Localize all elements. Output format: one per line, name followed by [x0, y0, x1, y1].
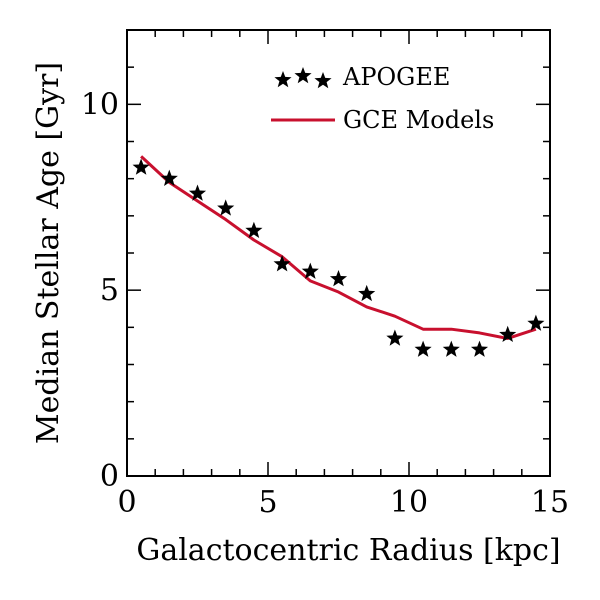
legend-star-icon: [294, 67, 312, 84]
y-tick-label: 0: [100, 459, 119, 494]
legend-label-gce-models: GCE Models: [343, 106, 494, 134]
legend: APOGEE GCE Models: [271, 63, 494, 134]
apogee-star-point: [160, 169, 178, 186]
apogee-star-point: [442, 340, 460, 357]
apogee-star-point: [527, 314, 545, 331]
apogee-star-point: [358, 284, 376, 302]
y-tick-label: 5: [100, 273, 119, 308]
apogee-star-point: [499, 325, 517, 343]
apogee-star-point: [301, 262, 319, 279]
x-tick-label: 5: [258, 485, 277, 520]
ticks-layer: 0 5 10 15 0 5 10: [81, 29, 569, 520]
x-tick-label: 0: [117, 485, 136, 520]
x-axis-label: Galactocentric Radius [kpc]: [136, 533, 560, 568]
legend-star-icon: [314, 72, 332, 89]
x-tick-label: 15: [531, 485, 569, 520]
apogee-star-point: [470, 340, 489, 357]
y-axis-label: Median Stellar Age [Gyr]: [31, 62, 66, 444]
x-tick-label: 10: [390, 485, 428, 520]
apogee-star-point: [386, 329, 404, 346]
apogee-star-point: [414, 340, 432, 357]
apogee-star-point: [132, 158, 150, 175]
apogee-star-point: [273, 255, 291, 272]
plot-layer: [132, 155, 545, 357]
apogee-star-point: [217, 199, 235, 216]
y-tick-label: 10: [81, 87, 119, 122]
apogee-star-point: [188, 184, 207, 201]
apogee-star-point: [245, 221, 263, 238]
legend-label-apogee: APOGEE: [342, 63, 450, 91]
apogee-star-point: [329, 270, 348, 287]
gce-models-line: [140, 155, 537, 340]
legend-star-icon: [274, 71, 292, 88]
